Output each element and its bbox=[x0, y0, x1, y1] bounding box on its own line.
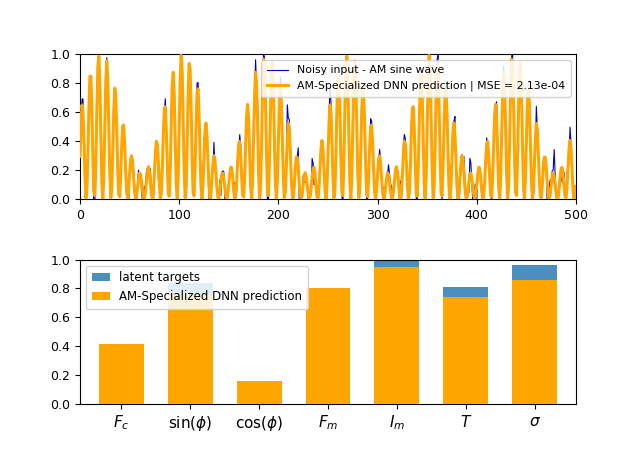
Bar bbox=[512, 280, 557, 404]
Bar bbox=[237, 380, 282, 404]
Bar bbox=[444, 297, 488, 404]
Bar bbox=[306, 288, 350, 404]
AM-Specialized DNN prediction | MSE = 2.13e-04 bbox=[76, 154, 84, 159]
Bar bbox=[99, 346, 144, 404]
Bar bbox=[168, 283, 212, 404]
Noisy input - AM sine wave bbox=[561, 187, 569, 192]
Bar bbox=[374, 260, 419, 404]
Bar bbox=[444, 287, 488, 404]
Line: AM-Specialized DNN prediction | MSE = 2.13e-04: AM-Specialized DNN prediction | MSE = 2.… bbox=[80, 55, 575, 199]
AM-Specialized DNN prediction | MSE = 2.13e-04 bbox=[312, 184, 320, 190]
AM-Specialized DNN prediction | MSE = 2.13e-04 bbox=[471, 196, 479, 202]
AM-Specialized DNN prediction | MSE = 2.13e-04 bbox=[345, 133, 353, 138]
AM-Specialized DNN prediction | MSE = 2.13e-04 bbox=[372, 196, 380, 202]
Noisy input - AM sine wave bbox=[571, 196, 579, 201]
Noisy input - AM sine wave bbox=[509, 45, 516, 50]
AM-Specialized DNN prediction | MSE = 2.13e-04 bbox=[484, 139, 492, 144]
Noisy input - AM sine wave bbox=[312, 190, 320, 195]
Noisy input - AM sine wave bbox=[316, 185, 323, 190]
Bar bbox=[168, 295, 212, 404]
AM-Specialized DNN prediction | MSE = 2.13e-04 bbox=[561, 194, 569, 200]
Line: Noisy input - AM sine wave: Noisy input - AM sine wave bbox=[80, 48, 575, 206]
Noisy input - AM sine wave bbox=[372, 189, 380, 195]
Noisy input - AM sine wave bbox=[345, 145, 353, 151]
AM-Specialized DNN prediction | MSE = 2.13e-04 bbox=[571, 183, 579, 189]
Legend: latent targets, AM-Specialized DNN prediction: latent targets, AM-Specialized DNN predi… bbox=[86, 266, 308, 309]
AM-Specialized DNN prediction | MSE = 2.13e-04 bbox=[177, 53, 185, 58]
Bar bbox=[306, 288, 350, 404]
Bar bbox=[99, 344, 144, 404]
AM-Specialized DNN prediction | MSE = 2.13e-04 bbox=[316, 184, 323, 189]
Bar bbox=[512, 265, 557, 404]
Legend: Noisy input - AM sine wave, AM-Specialized DNN prediction | MSE = 2.13e-04: Noisy input - AM sine wave, AM-Specializ… bbox=[261, 60, 571, 97]
Noisy input - AM sine wave bbox=[483, 135, 490, 141]
Bar bbox=[237, 384, 282, 404]
Noisy input - AM sine wave bbox=[76, 149, 84, 155]
Noisy input - AM sine wave bbox=[90, 203, 98, 209]
Bar bbox=[374, 267, 419, 404]
